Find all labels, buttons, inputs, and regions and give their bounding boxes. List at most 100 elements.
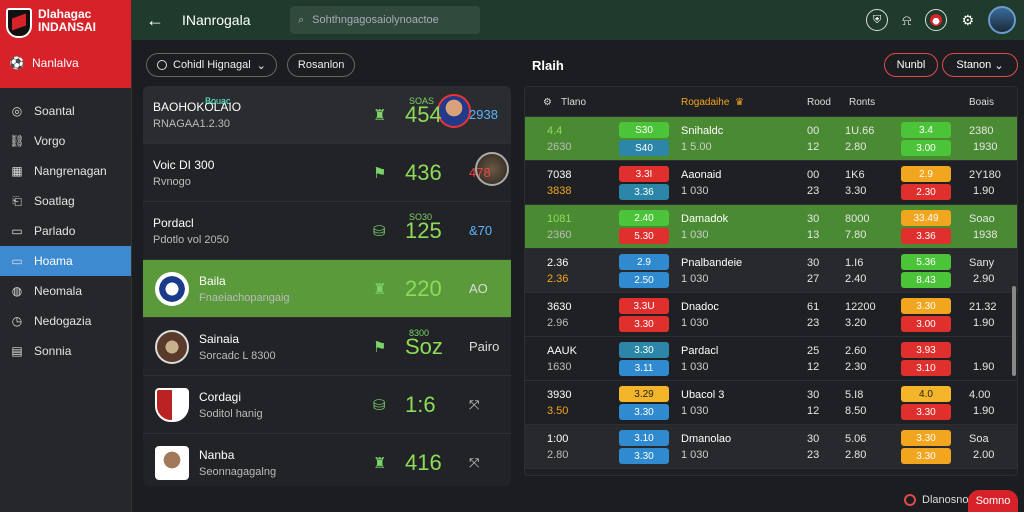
team-crest-icon (475, 152, 509, 186)
odds-box[interactable]: 3.10 (619, 430, 669, 446)
odds-box[interactable]: 3.30 (619, 316, 669, 332)
odds-box[interactable]: 2.9 (619, 254, 669, 270)
odds-box[interactable]: S40 (619, 140, 669, 156)
match-name: Voic DI 300 (153, 157, 215, 172)
odds-box[interactable]: 3.36 (901, 228, 951, 244)
avatar[interactable] (988, 6, 1016, 34)
bell-icon[interactable]: ⍾ (902, 11, 912, 28)
odds-col5: 2380 (969, 125, 994, 137)
trophy-icon: ♜ (373, 106, 387, 124)
odds-box[interactable]: 3.93 (901, 342, 951, 358)
odds-box[interactable]: 3.3I (619, 166, 669, 182)
odds-box[interactable]: 3.30 (901, 298, 951, 314)
odds-box[interactable]: 3.3U (619, 298, 669, 314)
odds-box[interactable]: 4.0 (901, 386, 951, 402)
odds-row[interactable]: 2.36 2.36 2.9 2.50 Pnalbandeie 1 030 30 … (525, 249, 1017, 293)
col-header-4: Ronts (849, 97, 876, 108)
sidebar-item-0[interactable]: ◎ Soantal (0, 96, 131, 126)
odds-box[interactable]: 3.30 (619, 342, 669, 358)
team-crest-icon (155, 387, 189, 422)
odds-row[interactable]: 7038 3838 3.3I 3.36 Aaonaid 1 030 00 23 … (525, 161, 1017, 205)
odds-box[interactable]: 3.30 (901, 430, 951, 446)
odds-box[interactable]: 3.30 (619, 404, 669, 420)
filter-button[interactable]: Nunbl (884, 53, 938, 77)
odds-row[interactable]: 1:00 2.80 3.10 3.30 Dmanolao 1 030 30 23… (525, 425, 1017, 469)
team-crest-icon (155, 271, 189, 306)
team-crest-icon (437, 94, 471, 128)
odds-score-sub: 2360 (547, 229, 572, 241)
team-name: Dmanolao (681, 433, 732, 445)
sidebar-item-1[interactable]: ⛓ Vorgo (0, 126, 131, 156)
back-arrow-icon[interactable]: ← (146, 9, 164, 30)
odds-box[interactable]: 3.00 (901, 316, 951, 332)
odds-col4: 1.I6 (845, 257, 864, 269)
odds-row[interactable]: 4.4 2630 S30 S40 Snihaldc 1 5.00 00 12 1… (525, 117, 1017, 161)
odds-box[interactable]: 2.30 (901, 184, 951, 200)
odds-box[interactable]: 3.30 (901, 448, 951, 464)
odds-score-sub: 2.36 (547, 273, 569, 285)
brand-nav-item[interactable]: ⚽ Nanlalva (6, 56, 125, 70)
odds-box[interactable]: S30 (619, 122, 669, 138)
match-sub: Rvnogo (153, 175, 191, 188)
sidebar: Dlahagac INDANSAI ⚽ Nanlalva ◎ Soantal ⛓ Vo… (0, 0, 132, 512)
sidebar-item-6[interactable]: ◍ Neomala (0, 276, 131, 306)
odds-row[interactable]: 1081 2360 2.40 5.30 Damadok 1 030 30 13 … (525, 205, 1017, 249)
odds-box[interactable]: 2.9 (901, 166, 951, 182)
match-row[interactable]: Baila Fnaeiachopangaig ♜ 220 AO (143, 260, 511, 318)
odds-row[interactable]: AAUK 1630 3.30 3.11 Pardacl 1 030 25 12 … (525, 337, 1017, 381)
settings-icon[interactable]: ⚙ (961, 11, 974, 28)
footer-link[interactable]: Dlanosno (904, 494, 968, 506)
match-row[interactable]: Pordacl Pdotlo vol 2050 SO30 ⛁ 125 &70 (143, 202, 511, 260)
sort-select[interactable]: Stanon ⌄ (942, 53, 1018, 77)
secondary-filter-button[interactable]: Rosanlon (286, 53, 356, 77)
scrollbar[interactable] (1012, 286, 1016, 376)
match-name: Cordagi (199, 389, 242, 404)
odds-row[interactable]: 3930 3.50 3.29 3.30 Ubacol 3 1 030 30 12… (525, 381, 1017, 425)
sidebar-item-8[interactable]: ▤ Sonnia (0, 336, 131, 366)
match-row[interactable]: Cordagi Soditol hanig ⛁ 1:6 ⤧ (143, 376, 511, 434)
match-mini: SOAS (409, 96, 435, 106)
image-icon: ▦ (11, 164, 23, 178)
odds-box[interactable]: 3.30 (901, 404, 951, 420)
shield-icon[interactable]: ⛨ (866, 9, 889, 31)
sidebar-item-label: Nedogazia (34, 314, 92, 328)
match-sub: Soditol hanig (199, 407, 263, 420)
odds-box[interactable]: 5.36 (901, 254, 951, 270)
sidebar-item-7[interactable]: ◷ Nedogazia (0, 306, 131, 336)
match-row[interactable]: Voic DI 300 Rvnogo ⚑ 436 478 (143, 144, 511, 202)
odds-box[interactable]: 3.29 (619, 386, 669, 402)
sidebar-item-5[interactable]: ▭ Hoama (0, 246, 131, 276)
search-placeholder: Sohthngagosaiolynoactoe (312, 14, 439, 26)
sidebar-item-3[interactable]: ⎗ Soatlag (0, 186, 131, 216)
match-row[interactable]: BAOHOKOLAIO RNAGAA1.2.30 Bouac SOAS ♜ 45… (143, 86, 511, 144)
odds-box[interactable]: 3.36 (619, 184, 669, 200)
sidebar-item-2[interactable]: ▦ Nangrenagan (0, 156, 131, 186)
odds-col4: 12200 (845, 301, 876, 313)
match-row[interactable]: Nanba Seonnagagalng ♜ 416 ⤧ (143, 434, 511, 486)
odds-box[interactable]: 3.00 (901, 140, 951, 156)
footer-button[interactable]: Somno (968, 490, 1018, 512)
odds-box[interactable]: 3.30 (619, 448, 669, 464)
odds-box[interactable]: 2.40 (619, 210, 669, 226)
odds-box[interactable]: 3.4 (901, 122, 951, 138)
odds-box[interactable]: 5.30 (619, 228, 669, 244)
odds-box[interactable]: 3.10 (901, 360, 951, 376)
search-input[interactable]: ⌕ Sohthngagosaiolynoactoe (290, 6, 480, 34)
odds-box[interactable]: 8.43 (901, 272, 951, 288)
sidebar-item-4[interactable]: ▭ Parlado (0, 216, 131, 246)
flag-icon: ⚑ (373, 338, 387, 356)
odds-col5: 2Y180 (969, 169, 1001, 181)
match-row[interactable]: Sainaia Sorcadc L 8300 8300 ⚑ Soz Pairo (143, 318, 511, 376)
odds-box[interactable]: 33.49 (901, 210, 951, 226)
odds-box[interactable]: 3.11 (619, 360, 669, 376)
odds-score: 7038 (547, 169, 572, 181)
odds-col4-sub: 8.50 (845, 405, 867, 417)
match-name: Nanba (199, 447, 235, 462)
league-select[interactable]: Cohidl Hignagal ⌄ (146, 53, 277, 77)
top-bar: ← INanrogala ⌕ Sohthngagosaiolynoactoe ⛨… (132, 0, 1024, 40)
money-icon: ⛁ (373, 396, 386, 414)
odds-box[interactable]: 2.50 (619, 272, 669, 288)
odds-title: Rlaih (532, 58, 564, 73)
ball-icon[interactable] (925, 9, 948, 31)
odds-row[interactable]: 3630 2.96 3.3U 3.30 Dnadoc 1 030 61 23 1… (525, 293, 1017, 337)
